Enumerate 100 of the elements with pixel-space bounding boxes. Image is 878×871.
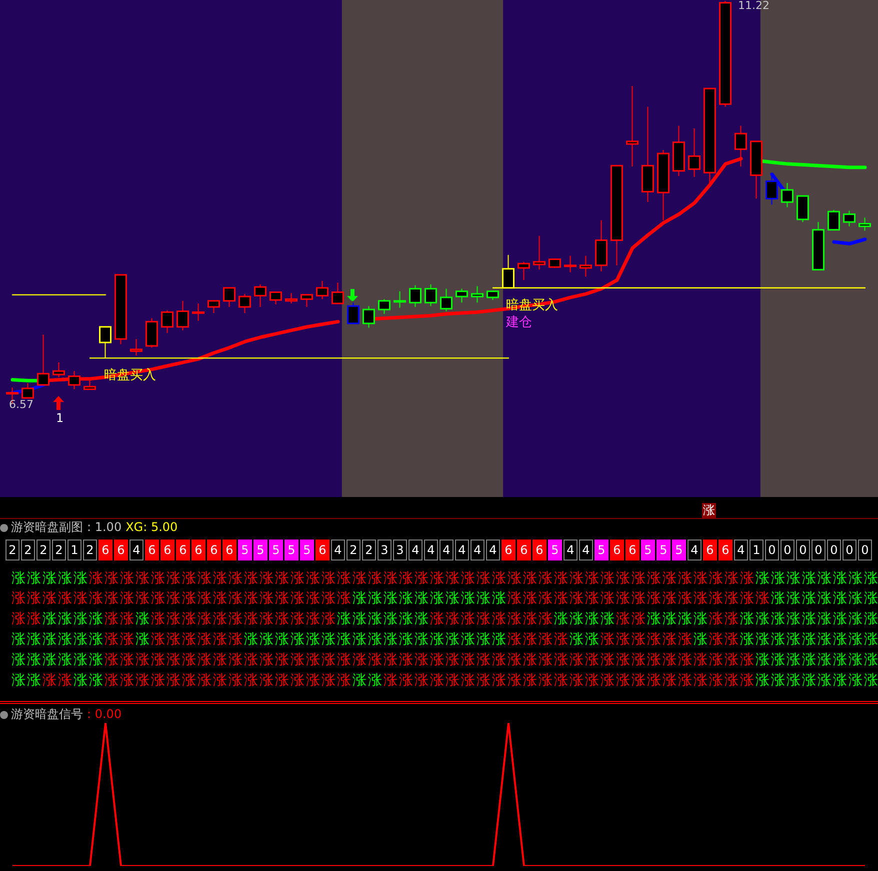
data-label: 4 — [412, 543, 420, 557]
text: 涨 — [818, 611, 832, 628]
text: 涨 — [554, 672, 568, 689]
text: 涨 — [306, 652, 320, 668]
candlestick — [223, 287, 236, 308]
text: 涨 — [461, 570, 475, 586]
text: 涨 — [27, 632, 41, 648]
text: 涨 — [848, 672, 862, 689]
text: 涨 — [647, 611, 661, 628]
text: 涨 — [151, 672, 165, 689]
text: 涨 — [260, 672, 274, 689]
text: 涨 — [554, 652, 568, 668]
candlestick — [440, 288, 452, 312]
text: 涨 — [166, 611, 180, 628]
text: 涨 — [662, 611, 676, 628]
text: 涨 — [89, 590, 103, 607]
data-label: 6 — [194, 543, 202, 557]
data-label: 4 — [427, 543, 435, 557]
text: 涨 — [290, 632, 304, 648]
text: 涨 — [848, 570, 862, 586]
text: 涨 — [89, 652, 103, 668]
data-label: 0 — [768, 543, 776, 557]
text: 涨 — [678, 672, 692, 689]
text: 涨 — [600, 611, 614, 628]
text: 涨 — [709, 590, 723, 607]
text: 涨 — [848, 632, 862, 648]
text: 涨 — [306, 632, 320, 648]
candlestick — [843, 210, 856, 227]
text: 涨 — [538, 632, 552, 648]
text: 涨 — [136, 590, 150, 607]
text: 涨 — [337, 672, 351, 689]
text: 涨 — [104, 652, 118, 668]
text: 涨 — [523, 652, 537, 668]
text: 涨 — [166, 632, 180, 648]
text: 涨 — [198, 611, 212, 628]
data-label: 6 — [706, 543, 714, 557]
text: 涨 — [818, 570, 832, 586]
text: 涨 — [166, 570, 180, 586]
text: 涨 — [182, 652, 196, 668]
text: 涨 — [802, 570, 816, 586]
text: 涨 — [151, 611, 165, 628]
data-label: 6 — [628, 543, 636, 557]
text: 涨 — [492, 632, 506, 648]
data-label: 4 — [334, 543, 342, 557]
data-label: 4 — [132, 543, 140, 557]
candlestick — [626, 85, 638, 168]
text: 涨 — [724, 632, 738, 648]
text: 涨 — [120, 590, 134, 607]
text: 涨 — [166, 652, 180, 668]
text: 涨 — [616, 652, 630, 668]
text: 涨 — [368, 611, 382, 628]
text: 涨 — [120, 611, 134, 628]
text: 涨 — [632, 652, 646, 668]
text: 涨 — [430, 652, 444, 668]
text: 涨 — [600, 570, 614, 586]
text: 涨 — [198, 570, 212, 586]
data-label: 0 — [784, 543, 792, 557]
text: 涨 — [538, 570, 552, 586]
data-label: 6 — [148, 543, 156, 557]
data-label: 4 — [566, 543, 574, 557]
text: 涨 — [136, 611, 150, 628]
text: 涨 — [151, 570, 165, 586]
text: 涨 — [414, 652, 428, 668]
text: 涨 — [585, 611, 599, 628]
text: 涨 — [414, 672, 428, 689]
text: 涨 — [384, 611, 398, 628]
text: 涨 — [275, 570, 289, 586]
text: 涨 — [399, 570, 413, 586]
data-label: 2 — [365, 543, 373, 557]
text: 涨 — [600, 590, 614, 607]
text: 涨 — [228, 652, 242, 668]
candlestick — [254, 284, 266, 308]
text: 涨 — [306, 590, 320, 607]
text: 涨 — [430, 632, 444, 648]
text: 涨 — [322, 632, 336, 648]
candlestick — [52, 362, 65, 378]
candlestick — [858, 217, 871, 232]
text: 涨 — [740, 570, 754, 586]
text: 涨 — [12, 590, 26, 607]
text: 涨 — [570, 632, 584, 648]
text: 涨 — [709, 652, 723, 668]
text: 涨 — [662, 570, 676, 586]
text: 涨 — [399, 611, 413, 628]
candlestick — [471, 286, 484, 304]
text: 涨 — [74, 632, 88, 648]
data-label: 4 — [690, 543, 698, 557]
text: 涨 — [756, 611, 770, 628]
text: 涨 — [771, 570, 785, 586]
candlestick — [409, 284, 422, 308]
text: 涨 — [476, 570, 490, 586]
text: 涨 — [662, 590, 676, 607]
data-label: 6 — [613, 543, 621, 557]
text: 涨 — [523, 632, 537, 648]
text: 涨 — [864, 590, 878, 607]
candlestick — [796, 195, 809, 222]
text: 涨 — [306, 570, 320, 586]
text: 涨 — [476, 672, 490, 689]
text: 涨 — [818, 632, 832, 648]
text: 涨 — [756, 570, 770, 586]
text: 涨 — [864, 672, 878, 689]
